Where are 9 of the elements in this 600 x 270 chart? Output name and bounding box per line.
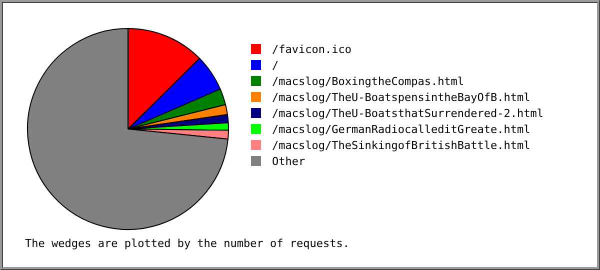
legend-label: /macslog/TheU-BoatsthatSurrendered-2.html <box>272 106 544 120</box>
legend-label: /macslog/TheU-BoatspensintheBayOfB.html <box>272 90 530 104</box>
legend-label: Other <box>272 154 306 168</box>
legend-label: /macslog/GermanRadiocalleditGreate.html <box>272 122 530 136</box>
legend-label: /macslog/BoxingtheCompas.html <box>272 74 464 88</box>
legend-label: /macslog/TheSinkingofBritishBattle.html <box>272 138 530 152</box>
text: The wedges are plotted by the number of requests. <box>25 237 350 250</box>
legend-label: / <box>272 58 279 72</box>
legend-label: /favicon.ico <box>272 42 352 56</box>
